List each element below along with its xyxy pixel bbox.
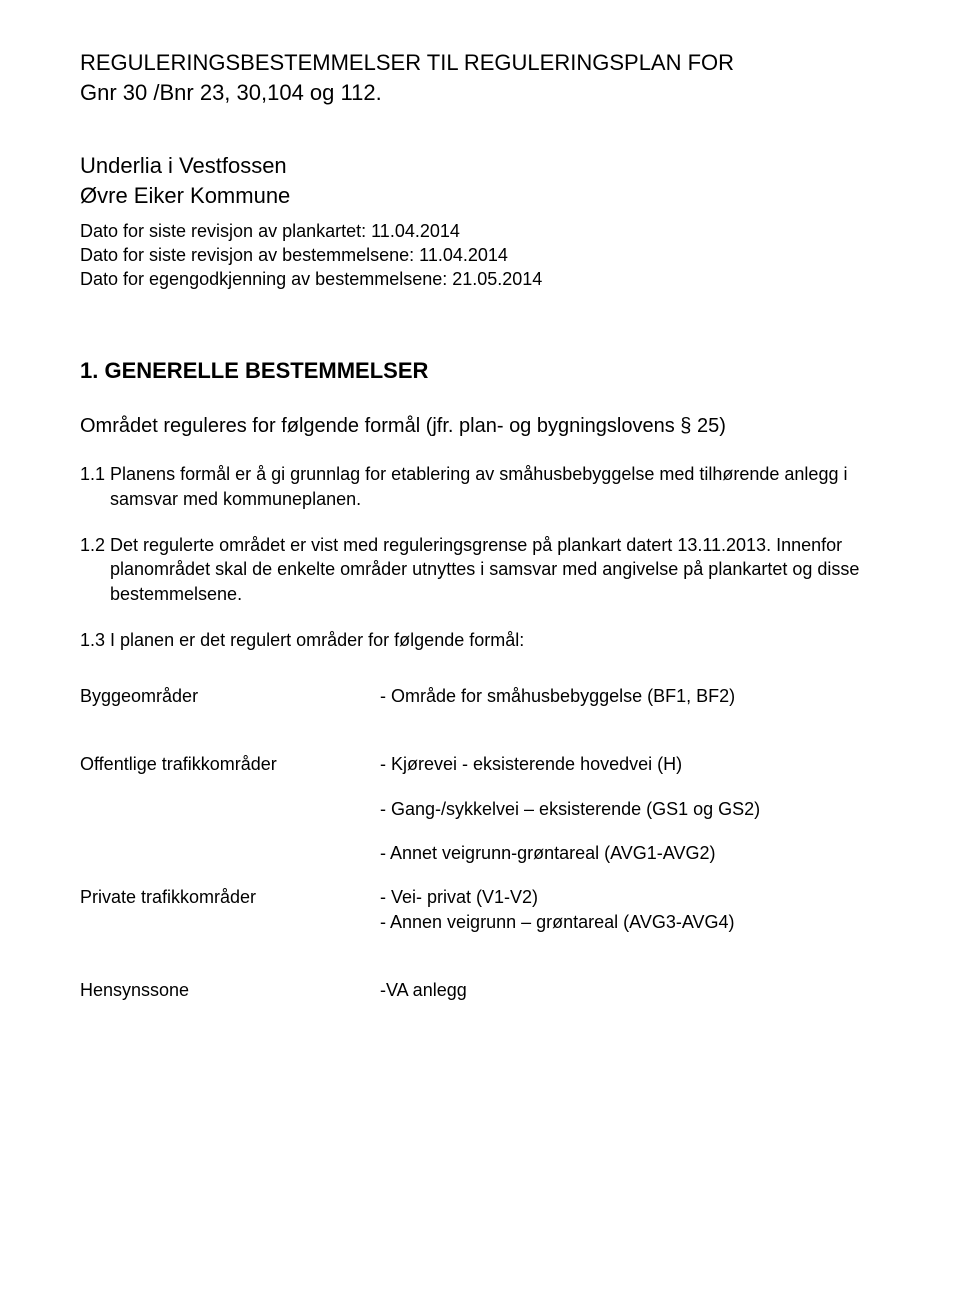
para-1-2: 1.2 Det regulerte området er vist med re…	[80, 533, 880, 606]
subtitle-line-2: Øvre Eiker Kommune	[80, 181, 880, 211]
section-1-heading: 1. GENERELLE BESTEMMELSER	[80, 356, 880, 386]
dates-block: Dato for siste revisjon av plankartet: 1…	[80, 219, 880, 292]
subtitle-line-1: Underlia i Vestfossen	[80, 151, 880, 181]
def-value-line: - Kjørevei - eksisterende hovedvei (H)	[380, 752, 880, 776]
def-offentlige-trafikk: Offentlige trafikkområder - Kjørevei - e…	[80, 752, 880, 865]
date-egengodkjenning: Dato for egengodkjenning av bestemmelsen…	[80, 267, 880, 291]
def-private-trafikk: Private trafikkområder - Vei- privat (V1…	[80, 885, 880, 934]
def-term: Private trafikkområder	[80, 885, 380, 934]
def-term: Byggeområder	[80, 684, 380, 708]
title-line-2: Gnr 30 /Bnr 23, 30,104 og 112.	[80, 78, 880, 108]
def-value: - Kjørevei - eksisterende hovedvei (H) -…	[380, 752, 880, 865]
def-value: -VA anlegg	[380, 978, 880, 1002]
def-term: Hensynssone	[80, 978, 380, 1002]
definitions-list: Byggeområder - Område for småhusbebyggel…	[80, 684, 880, 1002]
def-value-line: - Gang-/sykkelvei – eksisterende (GS1 og…	[380, 797, 880, 821]
def-value: - Område for småhusbebyggelse (BF1, BF2)	[380, 684, 880, 708]
title-line-1: REGULERINGSBESTEMMELSER TIL REGULERINGSP…	[80, 48, 880, 78]
def-value-line: - Område for småhusbebyggelse (BF1, BF2)	[380, 684, 880, 708]
def-hensynssone: Hensynssone -VA anlegg	[80, 978, 880, 1002]
para-1-3: 1.3 I planen er det regulert områder for…	[80, 628, 880, 652]
section-1-subheading: Området reguleres for følgende formål (j…	[80, 413, 880, 440]
date-plankart: Dato for siste revisjon av plankartet: 1…	[80, 219, 880, 243]
def-byggeomrader: Byggeområder - Område for småhusbebyggel…	[80, 684, 880, 708]
date-bestemmelser: Dato for siste revisjon av bestemmelsene…	[80, 243, 880, 267]
def-value: - Vei- privat (V1-V2) - Annen veigrunn –…	[380, 885, 880, 934]
para-1-1: 1.1 Planens formål er å gi grunnlag for …	[80, 462, 880, 511]
def-value-line: - Annet veigrunn-grøntareal (AVG1-AVG2)	[380, 841, 880, 865]
def-value-line: - Annen veigrunn – grøntareal (AVG3-AVG4…	[380, 910, 880, 934]
title-block: REGULERINGSBESTEMMELSER TIL REGULERINGSP…	[80, 48, 880, 107]
def-term: Offentlige trafikkområder	[80, 752, 380, 865]
def-value-line: -VA anlegg	[380, 978, 880, 1002]
def-value-line: - Vei- privat (V1-V2)	[380, 885, 880, 909]
subtitle-block: Underlia i Vestfossen Øvre Eiker Kommune	[80, 151, 880, 210]
